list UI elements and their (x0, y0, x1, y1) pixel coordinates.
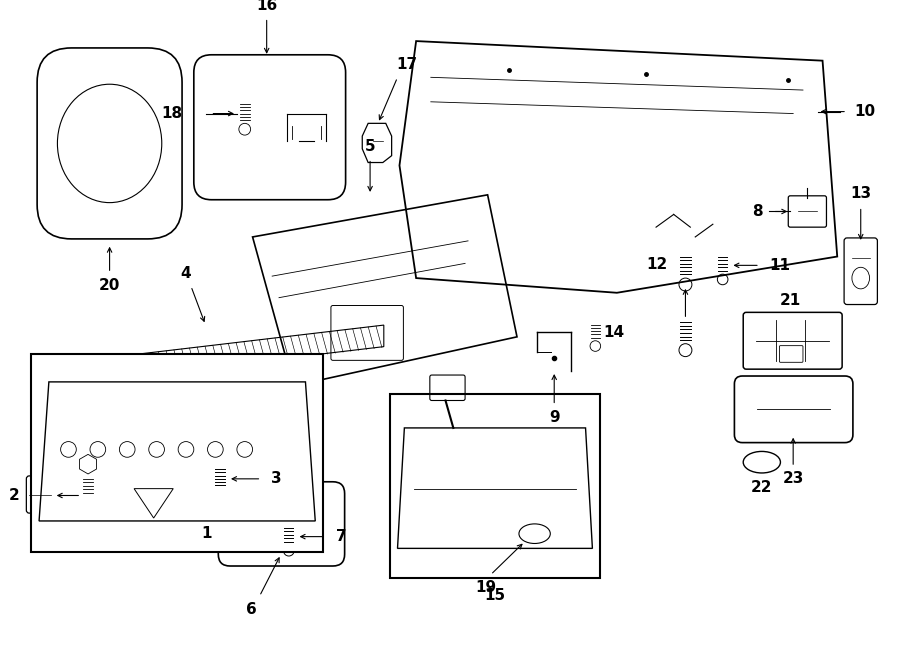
Text: 8: 8 (752, 204, 763, 219)
Text: 20: 20 (99, 278, 121, 293)
Text: 19: 19 (475, 580, 496, 595)
Text: 12: 12 (646, 257, 668, 272)
Bar (32, 354, 323, 553)
Text: 23: 23 (782, 471, 804, 486)
Text: 5: 5 (364, 139, 375, 155)
Text: 1: 1 (202, 525, 211, 541)
Text: 6: 6 (247, 602, 257, 617)
Text: 13: 13 (850, 186, 871, 202)
Text: 10: 10 (854, 104, 875, 119)
Text: 14: 14 (603, 325, 625, 340)
Text: 3: 3 (271, 471, 282, 486)
Text: 7: 7 (336, 529, 346, 544)
Text: 16: 16 (256, 0, 277, 13)
Text: 11: 11 (770, 258, 791, 273)
Text: 18: 18 (161, 106, 182, 121)
Text: 21: 21 (779, 293, 801, 308)
Bar (390, 394, 600, 578)
Text: 15: 15 (484, 588, 505, 603)
Text: 4: 4 (181, 266, 192, 281)
Text: 9: 9 (549, 410, 560, 424)
Text: 22: 22 (752, 480, 772, 495)
Text: 17: 17 (397, 57, 418, 72)
Text: 2: 2 (9, 488, 20, 503)
